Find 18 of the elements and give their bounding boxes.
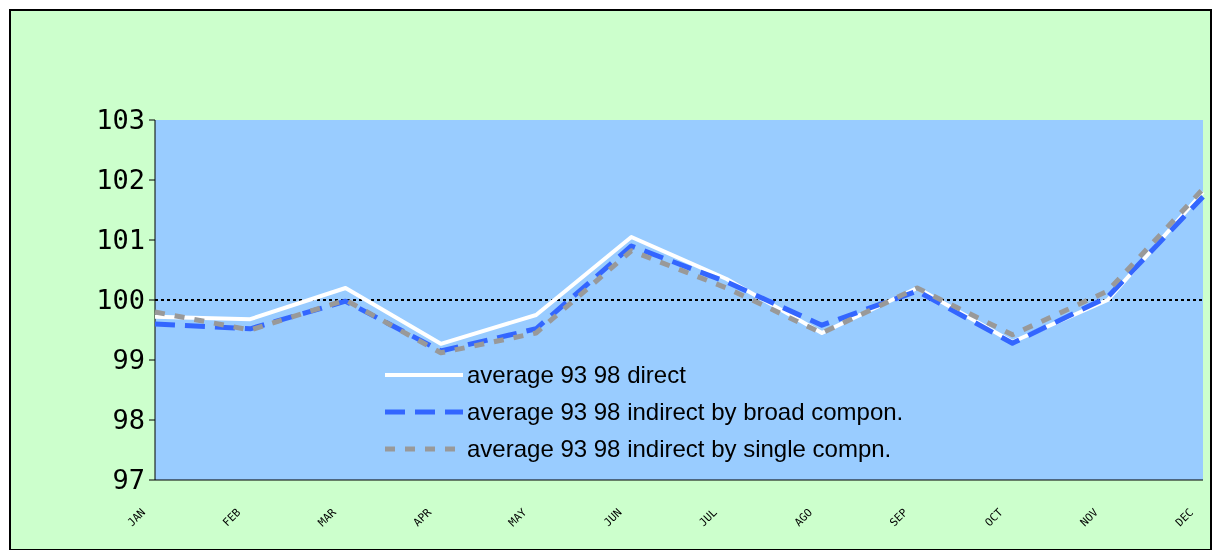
x-tick-label: MAR xyxy=(315,505,339,530)
legend-label: average 93 98 indirect by broad compon. xyxy=(467,398,904,426)
x-tick-label: SEP xyxy=(887,505,911,530)
y-tick-label: 97 xyxy=(112,464,145,496)
y-tick-label: 103 xyxy=(96,104,145,136)
y-tick-label: 101 xyxy=(96,224,145,256)
x-tick-label: JUL xyxy=(696,505,721,530)
y-tick-label: 98 xyxy=(112,404,145,436)
legend-label: average 93 98 direct xyxy=(467,361,687,389)
x-tick-label: APR xyxy=(410,505,435,530)
x-tick-label: FEB xyxy=(220,505,244,530)
y-tick-label: 100 xyxy=(96,284,145,316)
y-tick-label: 102 xyxy=(96,164,145,196)
x-tick-label: JAN xyxy=(124,505,149,530)
x-tick-label: JUN xyxy=(601,505,625,530)
x-tick-label: AGO xyxy=(791,505,816,530)
y-tick-label: 99 xyxy=(112,344,145,376)
legend-label: average 93 98 indirect by single compn. xyxy=(467,435,892,463)
